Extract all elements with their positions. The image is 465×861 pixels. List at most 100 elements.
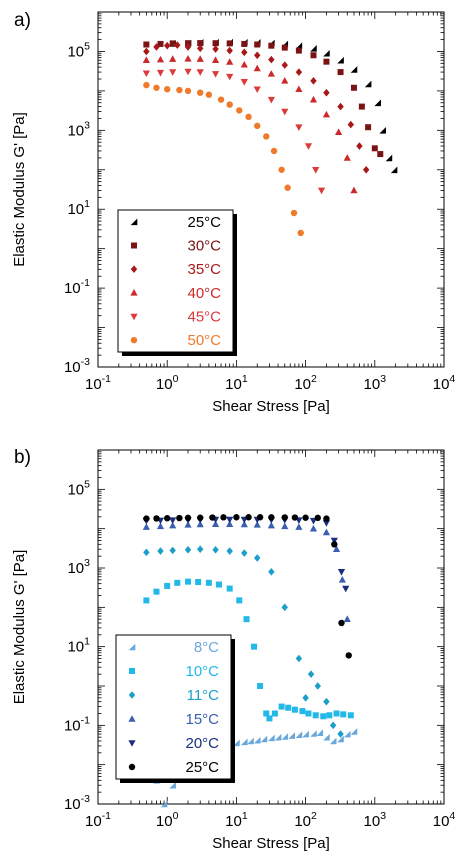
data-point <box>241 48 248 57</box>
data-point <box>343 730 351 738</box>
data-point <box>322 110 331 118</box>
x-tick-label: 101 <box>225 373 248 393</box>
data-point <box>176 514 183 522</box>
data-point <box>274 733 282 741</box>
data-point <box>226 516 234 524</box>
x-tick-label: 102 <box>294 810 317 830</box>
data-point <box>236 597 243 604</box>
data-point <box>337 730 344 738</box>
data-point <box>220 514 227 521</box>
legend-label: 45°C <box>187 309 221 326</box>
data-point <box>268 514 275 521</box>
data-point <box>343 154 351 161</box>
data-point <box>314 514 321 522</box>
data-point <box>371 145 378 152</box>
data-point <box>212 546 219 554</box>
data-point <box>164 41 171 50</box>
data-point <box>143 597 150 604</box>
data-point <box>176 86 183 94</box>
data-point <box>236 107 243 114</box>
legend: 25°C 30°C 35°C 40°C 45°C 50°C <box>117 209 237 356</box>
data-point <box>226 73 234 81</box>
data-point <box>243 616 250 623</box>
data-point <box>337 69 344 76</box>
data-point <box>291 514 299 521</box>
data-point <box>268 55 275 64</box>
data-point <box>295 47 302 54</box>
legend-label: 35°C <box>187 261 221 278</box>
data-point <box>358 103 365 110</box>
data-point <box>337 569 346 576</box>
y-tick-label: 10-1 <box>64 277 90 297</box>
legend-box <box>117 209 234 353</box>
data-point <box>322 528 331 536</box>
data-point <box>281 44 288 51</box>
data-point <box>169 521 177 529</box>
series-40CC <box>142 55 358 194</box>
x-tick-label: 101 <box>225 810 248 830</box>
data-point <box>295 124 303 132</box>
data-point <box>174 579 181 586</box>
data-point <box>174 41 181 49</box>
data-point <box>309 524 318 532</box>
legend-label: 8°C <box>194 639 219 656</box>
panel-label: a) <box>14 10 31 31</box>
data-point <box>323 515 330 522</box>
data-point <box>281 61 288 69</box>
data-point <box>329 737 337 745</box>
y-tick-label: 101 <box>67 636 90 656</box>
data-point <box>270 147 278 155</box>
data-point <box>326 712 333 719</box>
data-point <box>302 730 309 738</box>
data-point <box>245 113 252 121</box>
series-10CC <box>143 578 354 722</box>
data-point <box>153 84 160 91</box>
legend-marker <box>129 668 135 674</box>
legend-label: 20°C <box>185 735 219 752</box>
data-point <box>226 58 234 65</box>
data-point <box>317 187 326 195</box>
y-axis-title: Elastic Modulus G' [Pa] <box>11 112 28 267</box>
data-point <box>374 99 381 107</box>
data-point <box>295 68 303 76</box>
x-tick-label: 103 <box>364 810 387 830</box>
data-point <box>164 582 171 589</box>
data-point <box>377 151 384 158</box>
axis-ticks <box>97 449 445 805</box>
data-point <box>253 521 261 528</box>
data-point <box>268 42 275 49</box>
legend-marker <box>128 763 136 771</box>
data-point <box>302 694 309 702</box>
data-point <box>143 515 150 522</box>
data-point <box>184 546 192 554</box>
data-point <box>205 579 212 586</box>
data-point <box>335 128 343 135</box>
data-point <box>153 588 160 595</box>
series-25CC <box>143 514 352 659</box>
data-point <box>290 209 298 217</box>
data-point <box>184 43 192 51</box>
data-point <box>240 520 248 528</box>
panel-b-chart: 10-1 100 101 102 103 10410-310-1101103105Shea… <box>11 447 455 852</box>
data-point <box>364 80 372 88</box>
data-point <box>143 47 150 56</box>
data-point <box>153 515 160 522</box>
x-tick-label: 10-1 <box>85 810 111 830</box>
data-point <box>281 514 288 521</box>
x-tick-label: 100 <box>156 810 179 830</box>
data-point <box>156 69 165 77</box>
legend-marker <box>128 740 136 747</box>
legend-label: 10°C <box>185 663 219 680</box>
data-point <box>197 545 204 554</box>
data-point <box>142 523 150 530</box>
data-point <box>254 554 261 562</box>
y-tick-label: 105 <box>67 478 90 498</box>
data-point <box>215 581 222 588</box>
data-point <box>347 120 355 129</box>
data-point <box>337 735 344 743</box>
data-point <box>320 713 327 720</box>
data-point <box>184 521 192 528</box>
data-point <box>281 522 289 530</box>
data-point <box>356 142 363 150</box>
legend-marker <box>128 715 136 722</box>
